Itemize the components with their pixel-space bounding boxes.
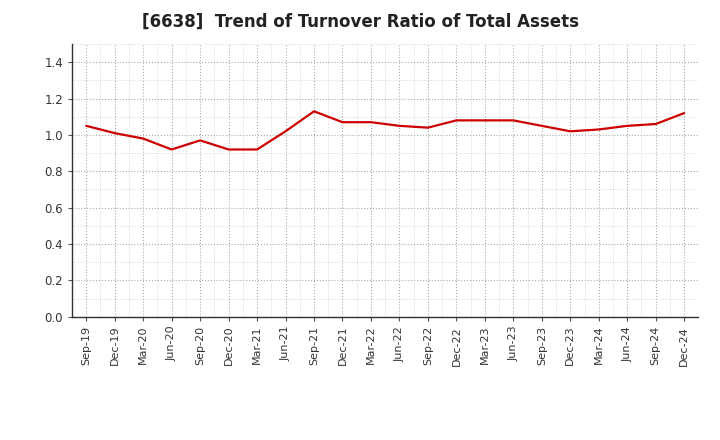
Text: [6638]  Trend of Turnover Ratio of Total Assets: [6638] Trend of Turnover Ratio of Total …	[142, 13, 578, 31]
